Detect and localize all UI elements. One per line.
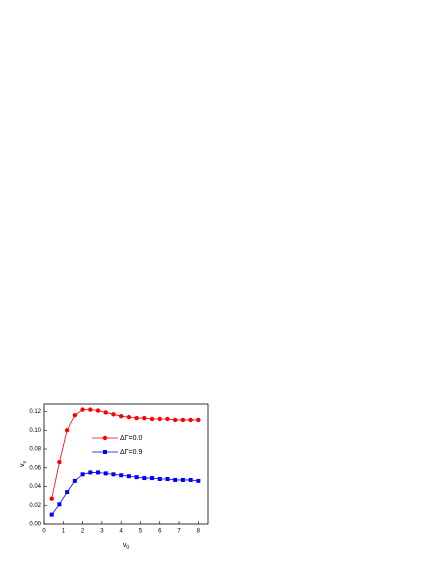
data-point (157, 416, 162, 422)
data-point (165, 416, 170, 422)
x-tick-label: 8 (197, 529, 201, 535)
y-axis-label: vs (19, 461, 28, 468)
data-point (64, 428, 70, 433)
data-point (150, 476, 155, 481)
legend-label: ΔΓ=0.9 (120, 449, 142, 456)
data-point (149, 416, 155, 422)
data-point (103, 410, 108, 415)
data-point (111, 472, 116, 477)
data-point (180, 477, 185, 482)
data-point (196, 417, 201, 423)
data-point (72, 478, 77, 483)
legend-label: ΔΓ=0.0 (120, 435, 142, 442)
data-point (72, 413, 78, 418)
legend-marker (102, 435, 108, 441)
data-point (118, 413, 124, 419)
y-tick-label: 0.02 (29, 503, 41, 509)
y-tick-label: 0.08 (29, 447, 41, 453)
legend-marker (103, 450, 107, 454)
data-point (49, 512, 54, 517)
x-tick-label: 3 (100, 529, 104, 535)
data-point (57, 502, 62, 507)
x-tick-label: 5 (139, 529, 143, 535)
data-point (103, 471, 108, 476)
data-point (165, 477, 170, 481)
data-point (96, 470, 101, 475)
data-point (142, 415, 147, 421)
data-point (126, 414, 132, 420)
data-point (49, 496, 54, 501)
x-tick-label: 2 (81, 529, 85, 535)
x-tick-label: 1 (62, 529, 66, 535)
data-point (57, 459, 62, 465)
y-label-sub: s (22, 461, 28, 464)
y-tick-label: 0.04 (29, 484, 41, 490)
data-point (142, 476, 147, 481)
plot-frame (43, 403, 209, 525)
data-point (88, 407, 93, 412)
data-point (119, 473, 124, 478)
y-tick-label: 0.00 (29, 522, 41, 528)
data-point (134, 415, 139, 421)
x-label-sub: 0 (126, 545, 129, 551)
y-label-main: v (19, 463, 26, 467)
x-tick-label: 0 (42, 529, 46, 535)
data-point (111, 412, 116, 417)
data-point (180, 417, 186, 423)
data-point (126, 474, 131, 479)
x-label-main: v (123, 542, 127, 549)
data-point (188, 477, 193, 482)
data-point (80, 407, 85, 412)
y-tick-label: 0.12 (29, 409, 41, 415)
data-point (95, 408, 101, 413)
data-point (65, 490, 70, 495)
y-tick-label: 0.10 (29, 428, 41, 434)
data-point (80, 472, 85, 477)
data-point (173, 417, 178, 423)
y-tick-label: 0.06 (29, 465, 41, 471)
data-point (188, 417, 193, 423)
data-point (134, 475, 139, 480)
x-tick-label: 7 (177, 529, 181, 535)
data-point (88, 470, 93, 475)
data-point (173, 477, 178, 482)
x-tick-label: 4 (120, 529, 124, 535)
x-tick-label: 6 (158, 529, 162, 535)
data-point (157, 477, 162, 481)
x-axis-label: v0 (123, 542, 130, 551)
data-point (196, 478, 201, 483)
